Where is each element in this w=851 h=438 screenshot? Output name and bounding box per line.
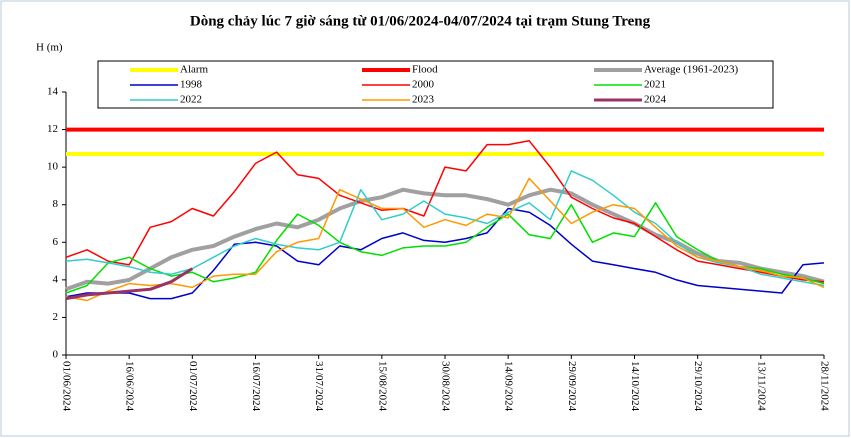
legend-label: 2000 xyxy=(412,79,435,91)
chart-title: Dòng chảy lúc 7 giờ sáng từ 01/06/2024-0… xyxy=(190,13,651,29)
x-tick-label: 16/07/2024 xyxy=(250,361,262,412)
y-axis-label: H (m) xyxy=(36,42,63,54)
y-tick-label: 6 xyxy=(53,236,59,248)
legend-box xyxy=(97,60,774,109)
y-tick-label: 10 xyxy=(47,161,59,173)
x-tick-label: 29/09/2024 xyxy=(566,361,578,412)
x-tick-label: 15/08/2024 xyxy=(376,361,388,412)
y-tick-label: 2 xyxy=(53,311,59,323)
legend-label: Alarm xyxy=(180,64,209,76)
x-tick-label: 29/10/2024 xyxy=(692,361,704,412)
y-tick-label: 4 xyxy=(53,273,59,285)
x-tick-label: 30/08/2024 xyxy=(439,361,451,412)
legend-label: Average (1961-2023) xyxy=(644,64,739,76)
legend-label: 2022 xyxy=(180,94,202,106)
y-tick-label: 14 xyxy=(47,86,59,98)
x-tick-label: 01/06/2024 xyxy=(60,361,72,412)
x-tick-label: 16/06/2024 xyxy=(124,361,136,412)
legend-label: 2021 xyxy=(644,79,666,91)
x-tick-label: 31/07/2024 xyxy=(313,361,325,412)
x-tick-label: 13/11/2024 xyxy=(755,361,767,411)
series-line xyxy=(65,140,825,283)
x-tick-label: 01/07/2024 xyxy=(187,361,199,412)
legend-label: 1998 xyxy=(180,79,203,91)
series-line xyxy=(65,177,825,302)
series-line xyxy=(65,202,825,294)
y-tick-label: 12 xyxy=(47,123,58,135)
x-tick-label: 14/09/2024 xyxy=(503,361,515,412)
y-tick-label: 0 xyxy=(53,349,59,361)
y-tick-label: 8 xyxy=(53,198,59,210)
legend-label: Flood xyxy=(412,64,438,76)
series-line xyxy=(65,207,825,300)
legend-label: 2024 xyxy=(644,94,667,106)
series-line xyxy=(65,187,825,292)
x-tick-label: 28/11/2024 xyxy=(818,361,830,411)
legend-label: 2023 xyxy=(412,94,435,106)
x-tick-label: 14/10/2024 xyxy=(629,361,641,412)
series-line xyxy=(65,267,194,301)
